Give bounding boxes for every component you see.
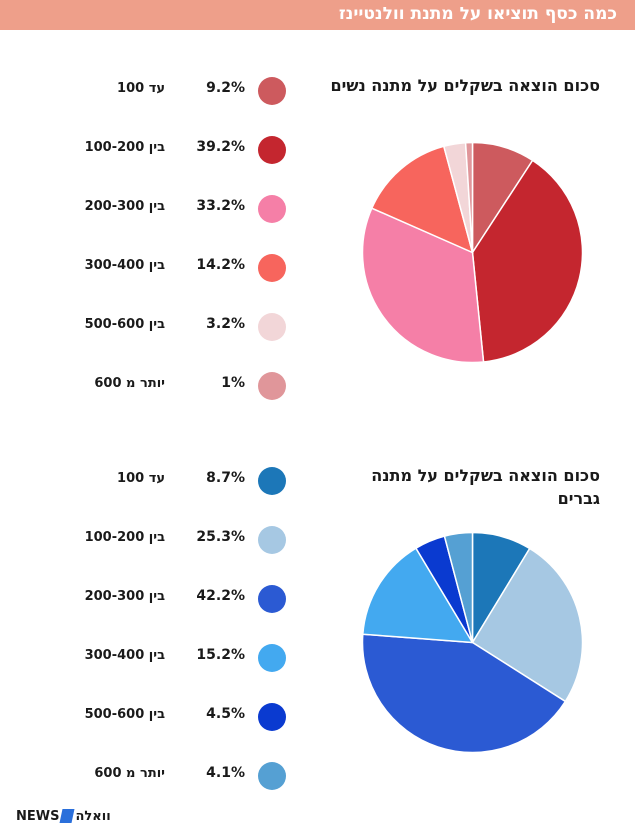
legend-label: בין 500-600 [84, 707, 165, 722]
legend-percent: 14.2% [196, 257, 245, 273]
legend-swatch [258, 77, 286, 105]
legend-swatch [258, 762, 286, 790]
legend-percent: 8.7% [206, 470, 245, 486]
legend-label: בין 200-300 [84, 589, 165, 604]
pie-slice [362, 547, 474, 644]
legend-row: עד 100 9.2% [0, 75, 300, 105]
legend-men: עד 100 8.7% בין 100-200 25.3% בין 200-30… [0, 440, 300, 820]
legend-label: בין 200-300 [84, 199, 165, 214]
legend-percent: 25.3% [196, 529, 245, 545]
legend-percent: 4.1% [206, 765, 245, 781]
pie-chart-men: סכום הוצאה בשקלים על מתנה גברים עד 100 8… [0, 440, 635, 820]
legend-label: יותר מ 600 [94, 766, 165, 781]
legend-swatch [258, 585, 286, 613]
legend-label: עד 100 [117, 471, 165, 486]
logo-mark-icon [59, 809, 75, 823]
legend-percent: 1% [221, 375, 245, 391]
page-title: כמה כסף תוציאו על מתנת וולנטיינז [338, 4, 617, 24]
chart-title-men: סכום הוצאה בשקלים על מתנה גברים [371, 466, 600, 508]
legend-row: בין 100-200 39.2% [0, 134, 300, 164]
legend-row: בין 100-200 25.3% [0, 524, 300, 554]
pie-men [361, 531, 584, 754]
legend-percent: 9.2% [206, 80, 245, 96]
legend-percent: 15.2% [196, 647, 245, 663]
legend-row: בין 500-600 4.5% [0, 701, 300, 731]
legend-row: בין 200-300 42.2% [0, 583, 300, 613]
pie-women [361, 141, 584, 364]
legend-women: עד 100 9.2% בין 100-200 39.2% בין 200-30… [0, 50, 300, 430]
legend-label: בין 500-600 [84, 317, 165, 332]
header-bar: כמה כסף תוציאו על מתנת וולנטיינז [0, 0, 635, 30]
pie-slice [464, 141, 474, 253]
legend-row: יותר מ 600 1% [0, 370, 300, 400]
legend-row: בין 300-400 15.2% [0, 642, 300, 672]
pie-slice [370, 145, 474, 254]
pie-chart-women: סכום הוצאה בשקלים על מתנה נשים עד 100 9.… [0, 50, 635, 430]
legend-swatch [258, 526, 286, 554]
legend-label: בין 300-400 [84, 258, 165, 273]
legend-swatch [258, 313, 286, 341]
legend-swatch [258, 372, 286, 400]
legend-row: בין 200-300 33.2% [0, 193, 300, 223]
legend-label: בין 100-200 [84, 140, 165, 155]
legend-label: עד 100 [117, 81, 165, 96]
legend-row: עד 100 8.7% [0, 465, 300, 495]
chart-title-women: סכום הוצאה בשקלים על מתנה נשים [330, 76, 600, 95]
walla-news-logo: NEWS וואלה [16, 806, 111, 826]
pie-slice [361, 207, 485, 364]
legend-row: בין 500-600 3.2% [0, 311, 300, 341]
legend-label: בין 300-400 [84, 648, 165, 663]
legend-swatch [258, 254, 286, 282]
legend-row: יותר מ 600 4.1% [0, 760, 300, 790]
legend-swatch [258, 703, 286, 731]
legend-label: יותר מ 600 [94, 376, 165, 391]
logo-news-text: NEWS [16, 808, 60, 824]
legend-label: בין 100-200 [84, 530, 165, 545]
legend-row: בין 300-400 14.2% [0, 252, 300, 282]
legend-percent: 3.2% [206, 316, 245, 332]
legend-percent: 33.2% [196, 198, 245, 214]
legend-swatch [258, 644, 286, 672]
pie-slice [471, 159, 584, 363]
legend-swatch [258, 195, 286, 223]
logo-walla-text: וואלה [75, 808, 111, 824]
legend-swatch [258, 136, 286, 164]
pie-slice [443, 531, 474, 643]
legend-percent: 39.2% [196, 139, 245, 155]
pie-slice [471, 547, 584, 703]
legend-swatch [258, 467, 286, 495]
legend-percent: 42.2% [196, 588, 245, 604]
legend-percent: 4.5% [206, 706, 245, 722]
pie-slice [361, 633, 567, 754]
